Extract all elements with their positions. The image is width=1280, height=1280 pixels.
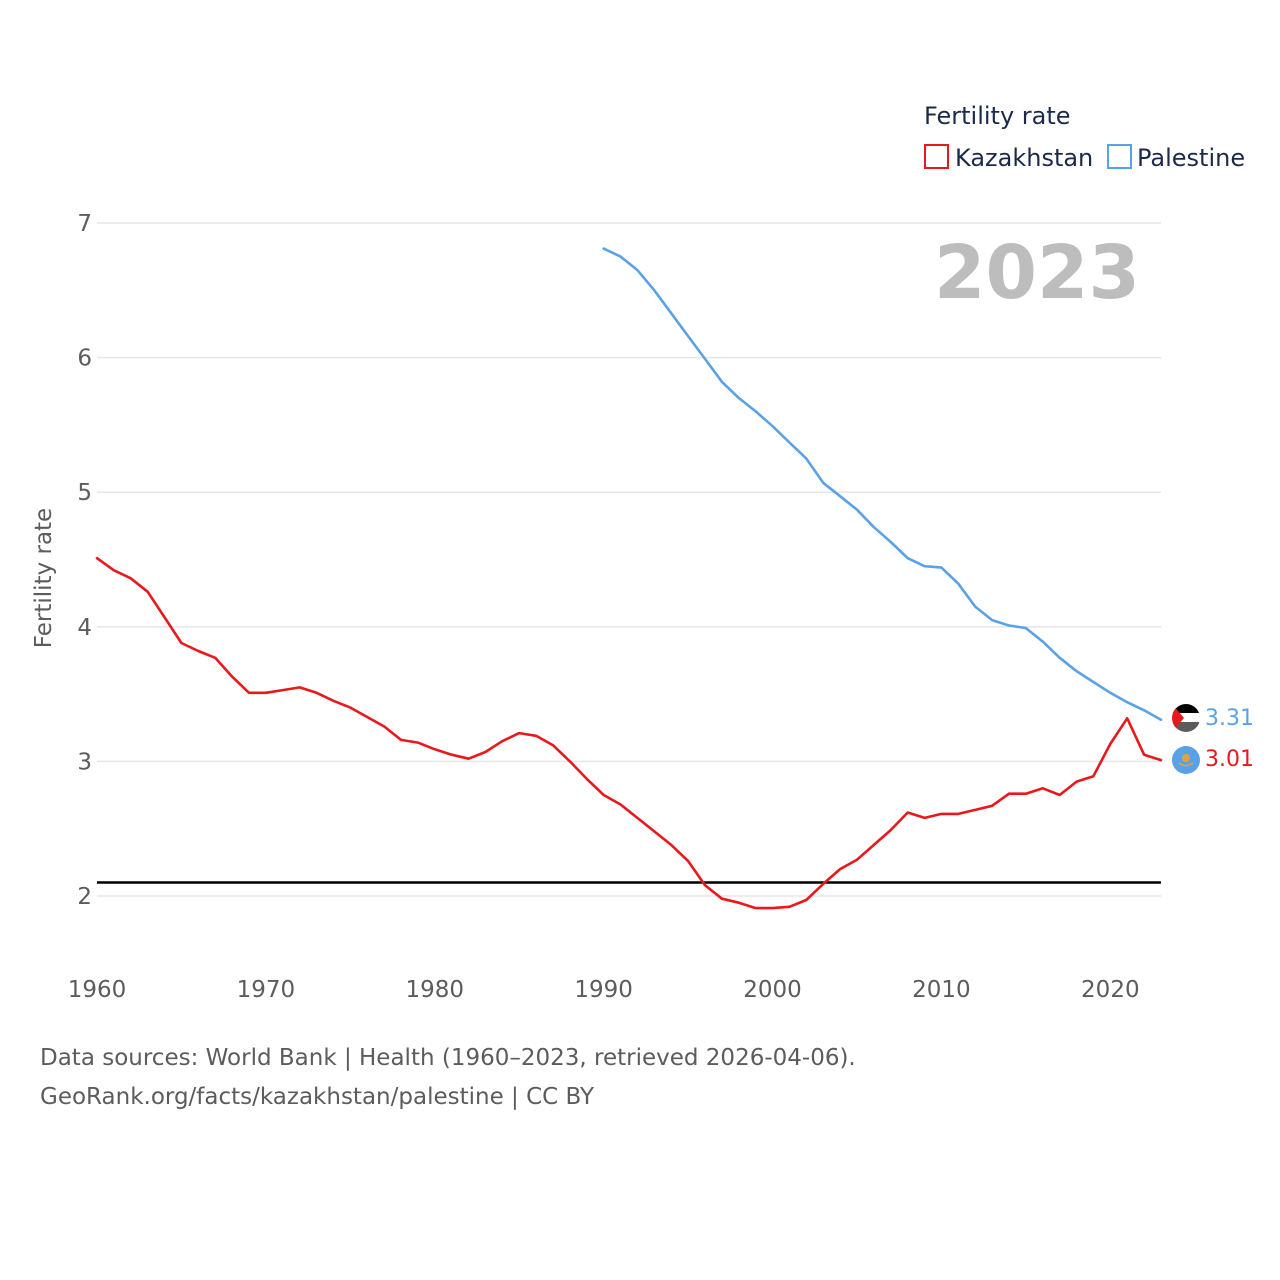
legend-title: Fertility rate bbox=[924, 102, 1071, 130]
x-tick-label: 1970 bbox=[237, 977, 296, 1003]
y-tick-label: 2 bbox=[77, 884, 92, 910]
gridlines bbox=[97, 222, 1161, 897]
legend-swatch-kazakhstan bbox=[924, 144, 949, 169]
legend-label-kazakhstan: Kazakhstan bbox=[955, 144, 1093, 172]
x-tick-label: 2010 bbox=[912, 977, 971, 1003]
y-axis-title: Fertility rate bbox=[31, 508, 57, 648]
y-tick-label: 3 bbox=[77, 749, 92, 775]
source-line-2[interactable]: GeoRank.org/facts/kazakhstan/palestine |… bbox=[40, 1084, 595, 1110]
legend-label-palestine: Palestine bbox=[1137, 144, 1245, 172]
palestine-flag-icon bbox=[1172, 704, 1200, 732]
x-tick-label: 2000 bbox=[743, 977, 802, 1003]
y-tick-label: 4 bbox=[77, 615, 92, 641]
legend-swatch-palestine bbox=[1107, 144, 1132, 169]
y-tick-label: 5 bbox=[77, 480, 92, 506]
kazakhstan-flag-icon bbox=[1172, 746, 1200, 774]
series-line-kazakhstan[interactable] bbox=[95, 556, 1163, 910]
legend-item-kazakhstan[interactable]: Kazakhstan bbox=[924, 144, 1093, 172]
kazakhstan-end-value: 3.01 bbox=[1205, 747, 1254, 772]
y-axis-ticks: 2 3 4 5 6 7 bbox=[77, 211, 92, 910]
x-axis-ticks: 1960 1970 1980 1990 2000 2010 2020 bbox=[68, 977, 1140, 1003]
palestine-end-value: 3.31 bbox=[1205, 706, 1254, 731]
series-layer bbox=[95, 247, 1163, 910]
legend-item-palestine[interactable]: Palestine bbox=[1107, 144, 1245, 172]
x-tick-label: 1980 bbox=[406, 977, 465, 1003]
series-line-palestine[interactable] bbox=[602, 247, 1163, 722]
y-tick-label: 7 bbox=[77, 211, 92, 237]
year-label: 2023 bbox=[934, 230, 1140, 316]
source-line-1: Data sources: World Bank | Health (1960–… bbox=[40, 1045, 856, 1071]
x-tick-label: 2020 bbox=[1081, 977, 1140, 1003]
y-tick-label: 6 bbox=[77, 346, 92, 372]
x-tick-label: 1990 bbox=[574, 977, 633, 1003]
fertility-rate-chart: 2 3 4 5 6 7 1960 1970 1980 1990 2000 2010 2020 Fert… bbox=[31, 102, 1254, 1003]
legend: Fertility rate Kazakhstan Palestine bbox=[924, 102, 1245, 172]
x-tick-label: 1960 bbox=[68, 977, 127, 1003]
